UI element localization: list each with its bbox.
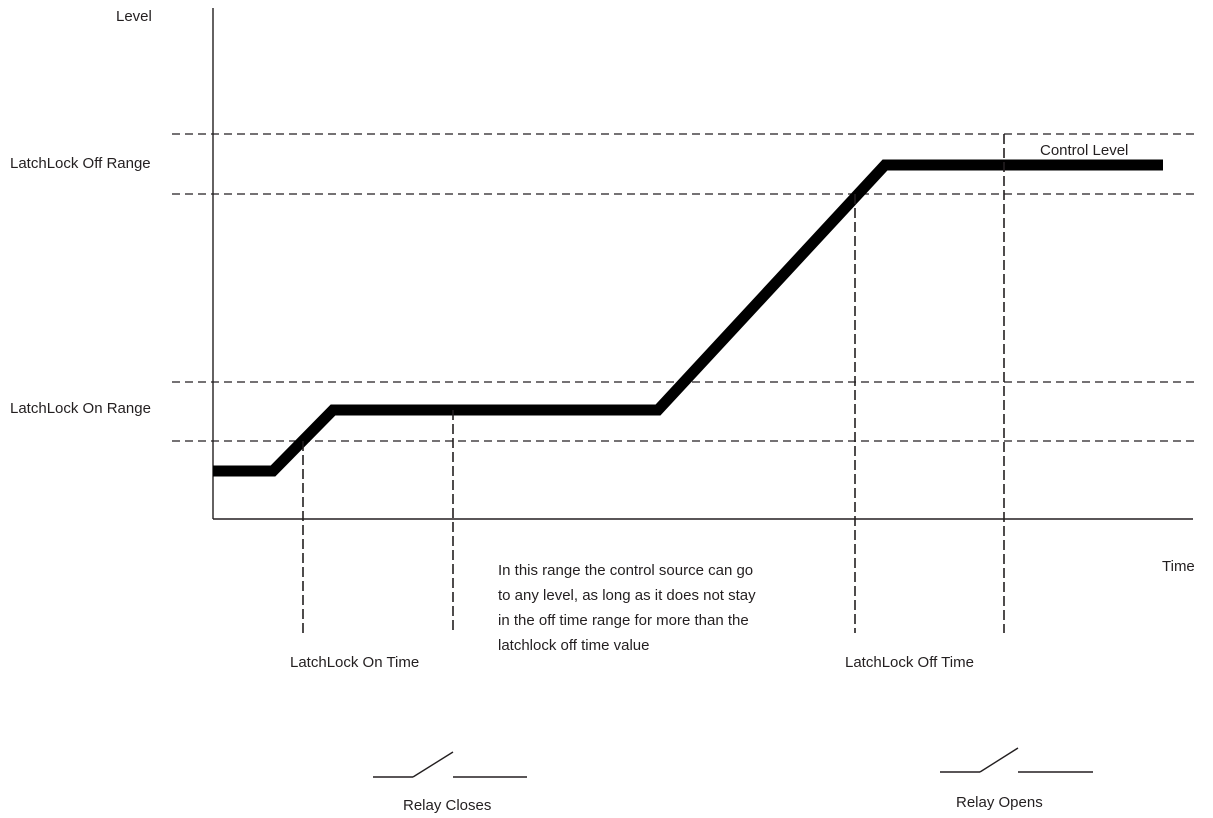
note-line-2: to any level, as long as it does not sta…	[498, 587, 756, 604]
off-time-label: LatchLock Off Time	[845, 654, 974, 671]
x-axis-label: Time	[1162, 558, 1195, 575]
on-range-label: LatchLock On Range	[10, 400, 151, 417]
control-level-curve	[213, 159, 1163, 477]
relay-closes-label: Relay Closes	[403, 797, 491, 814]
note-line-3: in the off time range for more than the	[498, 612, 749, 629]
on-time-label: LatchLock On Time	[290, 654, 419, 671]
control-level-label: Control Level	[1040, 142, 1128, 159]
range-note: In this range the control source can go …	[498, 562, 756, 654]
note-line-1: In this range the control source can go	[498, 562, 753, 579]
relay-opens-label: Relay Opens	[956, 794, 1043, 811]
note-line-4: latchlock off time value	[498, 637, 649, 654]
relay-opens-switch-icon	[940, 747, 1093, 773]
off-range-label: LatchLock Off Range	[10, 155, 151, 172]
relay-closes-switch-icon	[373, 751, 527, 778]
y-axis-label: Level	[116, 8, 152, 25]
